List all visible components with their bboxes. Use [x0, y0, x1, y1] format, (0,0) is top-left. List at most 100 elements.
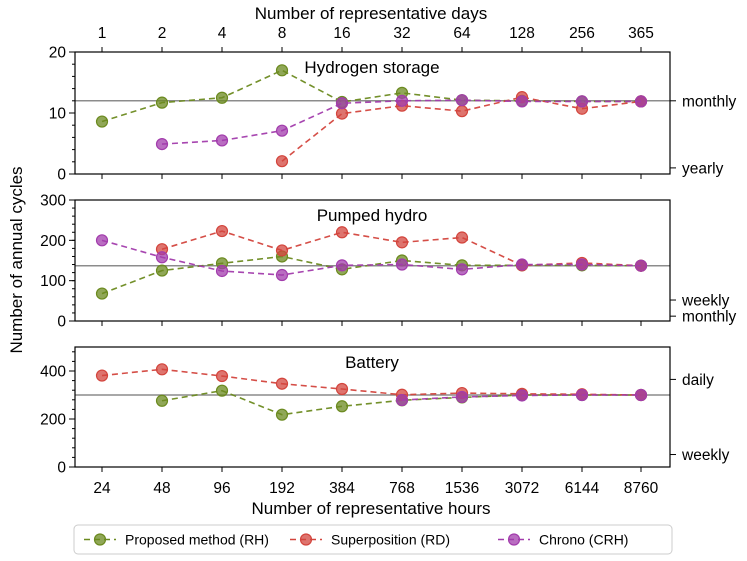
top-tick-label: 256 [569, 25, 595, 42]
data-point [575, 95, 589, 108]
series-chrono-crh [155, 94, 648, 151]
data-point [575, 388, 589, 402]
y-tick-label: 10 [49, 106, 67, 123]
y-tick-label: 20 [49, 45, 67, 62]
y-tick-label: 400 [40, 364, 66, 381]
series-line [101, 255, 642, 295]
data-point [275, 268, 289, 282]
top-tick-label: 8 [278, 25, 287, 42]
top-tick-label: 16 [333, 25, 350, 42]
x-tick-label: 8760 [624, 480, 659, 497]
legend-label: Proposed method (RH) [125, 532, 269, 548]
legend-marker [93, 533, 107, 546]
legend-frame [73, 524, 673, 555]
data-point [215, 384, 229, 397]
x-tick-label: 96 [213, 480, 230, 497]
y-axis-label: Number of annual cycles [7, 166, 26, 353]
data-point [155, 251, 169, 264]
data-point [634, 388, 648, 402]
x-tick-label: 192 [269, 480, 295, 497]
legend: Proposed method (RH) Superposition (RD) Ch… [73, 524, 673, 555]
x-tick-label: 24 [93, 480, 111, 497]
y-tick-label: 100 [40, 273, 66, 290]
data-point [275, 377, 289, 390]
data-point [335, 382, 349, 396]
series-proposed-method-rh [95, 250, 648, 300]
y-tick-label: 200 [40, 412, 66, 429]
data-point [634, 259, 648, 272]
top-tick-label: 64 [453, 25, 471, 42]
series-line [161, 230, 642, 267]
legend-entry-superposition-rd: Superposition (RD) [290, 532, 450, 548]
top-axis-label: Number of representative days [255, 4, 487, 23]
data-point [215, 369, 229, 383]
series-line [101, 239, 642, 276]
panel-frame [74, 346, 671, 468]
legend-label: Superposition (RD) [331, 532, 450, 548]
y-tick-label: 0 [57, 460, 66, 477]
top-tick-label: 2 [158, 25, 167, 42]
y-tick-label: 0 [57, 314, 66, 331]
right-label-yearly: yearly [682, 160, 724, 177]
legend-marker [299, 533, 313, 546]
data-point [95, 287, 109, 300]
right-label-monthly: monthly [682, 93, 737, 110]
top-tick-label: 32 [393, 25, 410, 42]
data-point [455, 263, 469, 276]
data-point [275, 244, 289, 257]
legend-marker [507, 533, 521, 546]
data-point [215, 224, 229, 238]
data-point [155, 138, 169, 151]
y-tick-label: 0 [57, 167, 66, 184]
panel-frame [74, 51, 671, 175]
top-tick-label: 4 [218, 25, 227, 42]
data-point [634, 95, 648, 108]
data-point [275, 155, 289, 168]
panel-title: Battery [345, 353, 399, 372]
data-point [215, 134, 229, 147]
data-point [395, 236, 409, 249]
data-point [455, 94, 469, 107]
data-point [155, 363, 169, 376]
legend-label: Chrono (CRH) [539, 532, 628, 548]
data-point [95, 234, 109, 247]
panel-title: Hydrogen storage [304, 58, 439, 77]
data-point [335, 226, 349, 239]
x-axis-label: Number of representative hours [251, 499, 490, 518]
data-point [395, 393, 409, 407]
x-tick-label: 6144 [565, 480, 600, 497]
y-tick-label: 300 [40, 193, 66, 210]
right-label-weekly: weekly [681, 447, 730, 464]
data-point [395, 94, 409, 107]
data-point [395, 258, 409, 271]
legend-entry-proposed-method-rh: Proposed method (RH) [84, 532, 269, 548]
data-point [455, 390, 469, 404]
right-label-weekly: weekly [681, 293, 730, 310]
panel-frame [74, 199, 671, 322]
data-point [215, 91, 229, 104]
data-point [95, 115, 109, 128]
data-point [155, 96, 169, 109]
right-label-daily: daily [682, 372, 714, 389]
data-point [215, 264, 229, 278]
data-point [155, 264, 169, 277]
series-line [101, 368, 642, 396]
data-point [275, 64, 289, 77]
panel-battery: 0 200 400 daily weekly 24 48 96 192 384 768 1536 307… [40, 346, 730, 497]
data-point [155, 394, 169, 407]
data-point [515, 95, 529, 108]
right-label-monthly: monthly [682, 309, 737, 326]
y-tick-label: 200 [40, 233, 66, 250]
data-point [335, 259, 349, 272]
series-line [101, 69, 641, 123]
panel-title: Pumped hydro [317, 206, 428, 225]
series-line [161, 99, 641, 145]
series-line [161, 389, 641, 416]
x-tick-label: 48 [153, 480, 170, 497]
data-point [575, 258, 589, 271]
data-point [335, 97, 349, 110]
top-tick-label: 365 [628, 25, 654, 42]
top-tick-label: 1 [98, 25, 107, 42]
